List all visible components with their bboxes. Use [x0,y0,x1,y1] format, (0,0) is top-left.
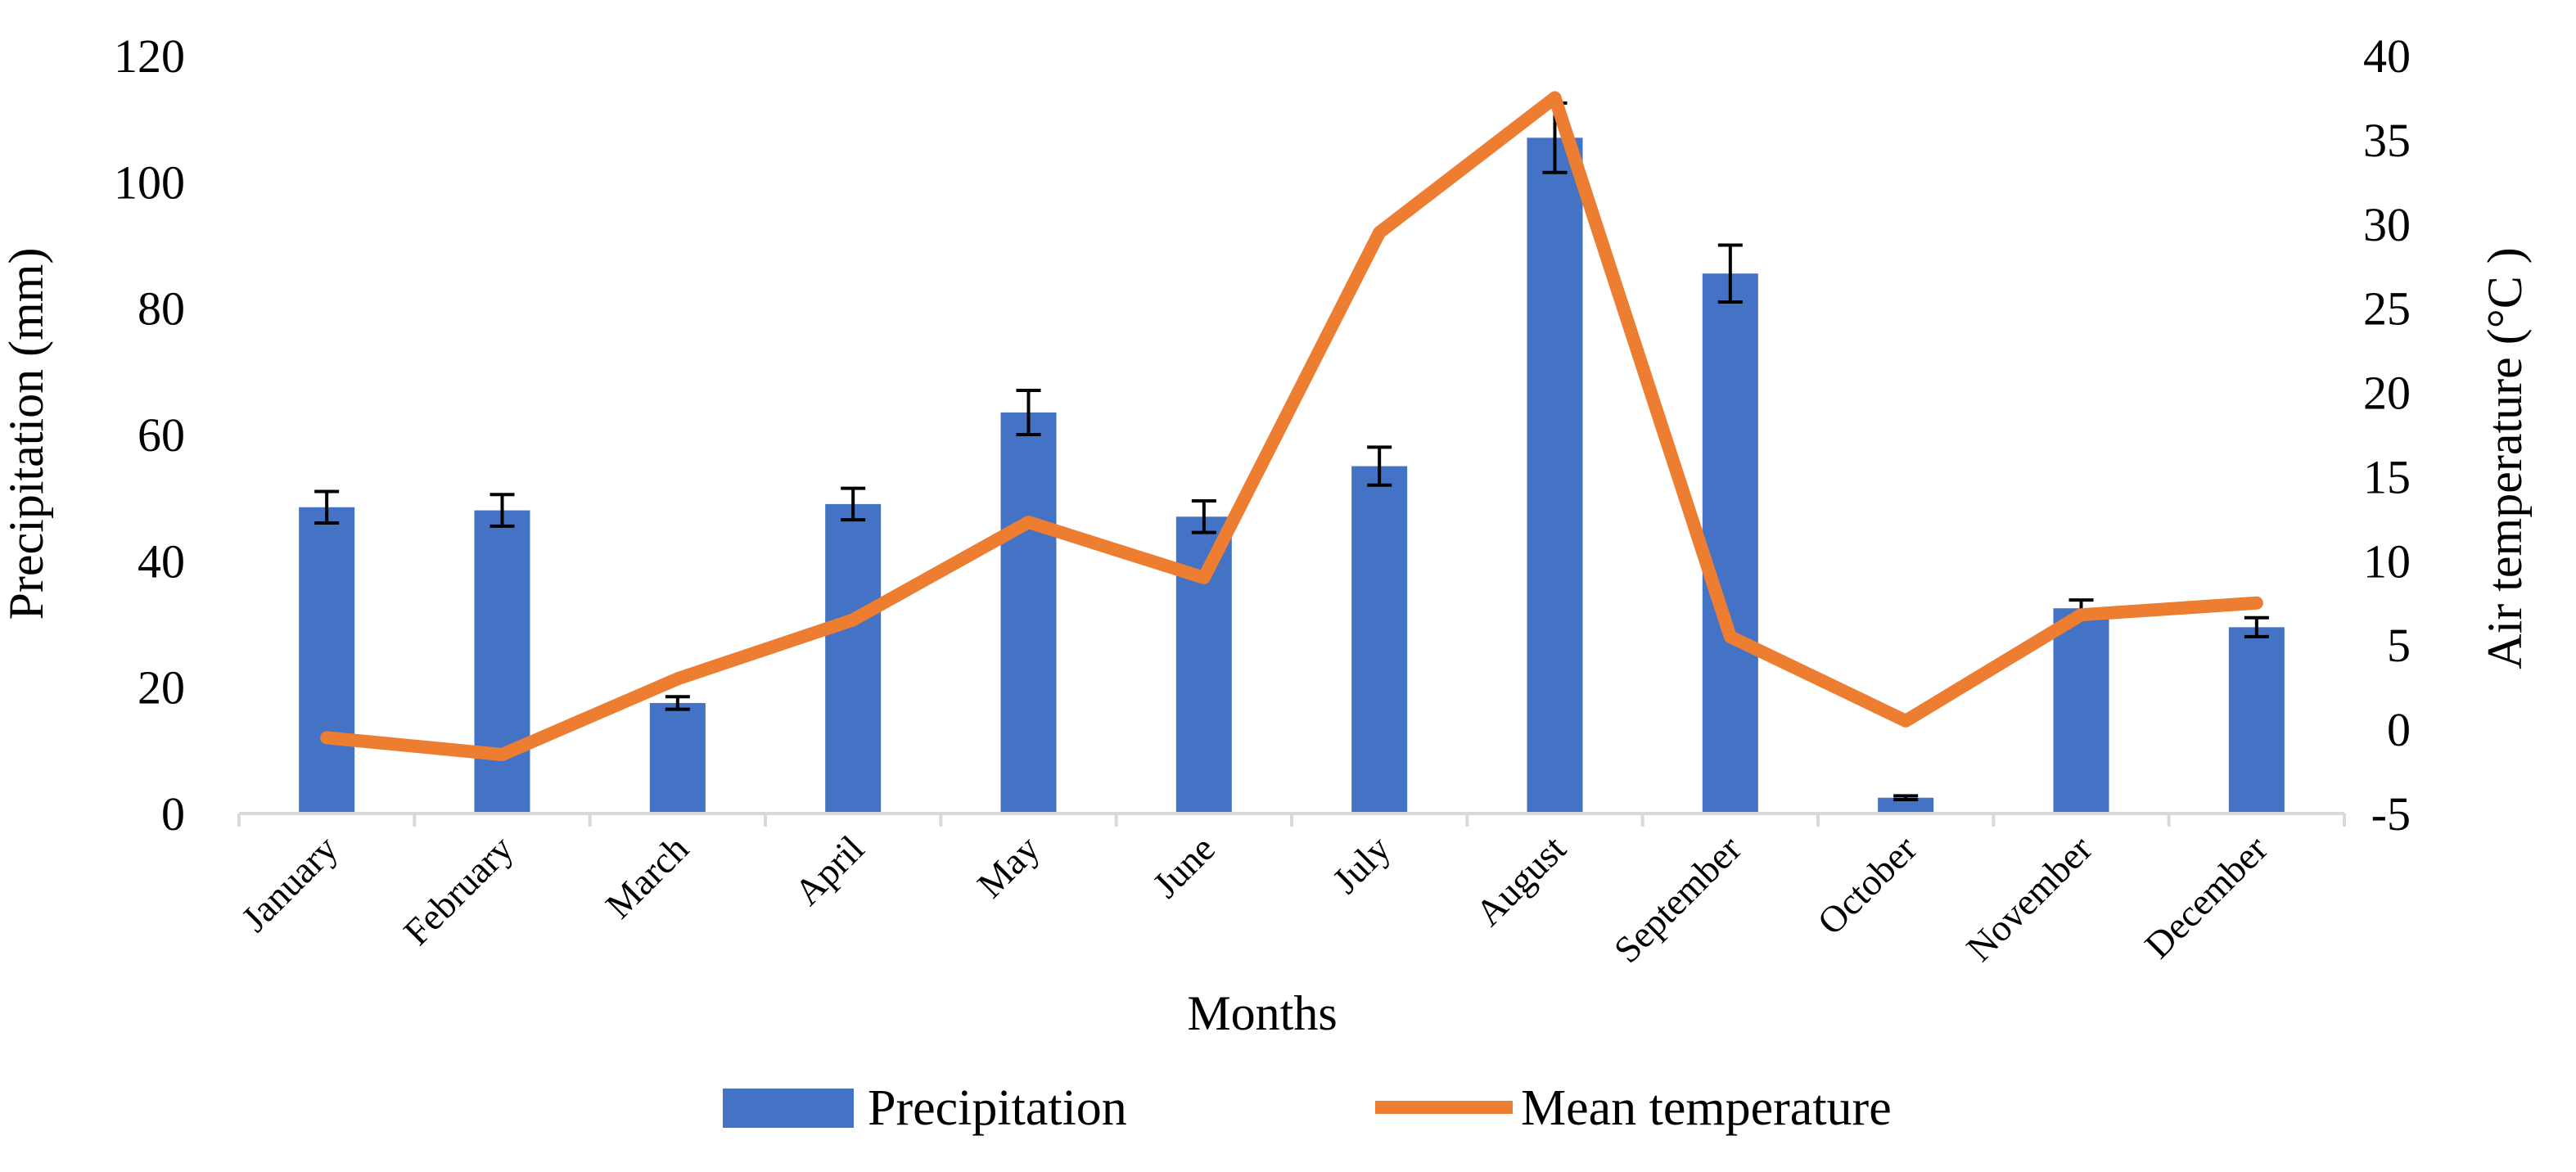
mean-temperature-point-may [1023,517,1034,528]
mean-temperature-point-january [322,732,332,743]
left-axis-tick-label: 0 [161,787,185,841]
precipitation-bar-may [1000,412,1057,814]
mean-temperature-point-february [497,749,508,760]
mean-temperature-line [320,91,2263,761]
error-bar-february [489,493,515,528]
legend-precipitation-swatch [723,1089,854,1128]
x-axis-ticks [237,814,2346,827]
x-axis-category-label-june: June [1144,827,1223,906]
precipitation-bar-october [1878,797,1934,814]
x-axis-category-labels: January February March April May June July Augu… [233,827,2276,971]
x-axis-category-label-may: May [969,827,1048,906]
right-axis-tick-label: -5 [2371,787,2411,841]
legend: Precipitation Mean temperature [723,1080,1892,1136]
mean-temperature-point-october [1901,715,1911,726]
error-bar-may [1016,388,1041,436]
mean-temperature-point-april [848,615,859,625]
mean-temperature-point-august [1550,92,1560,103]
precipitation-error-bars [314,101,2269,802]
error-bar-september [1717,243,1743,304]
right-axis-tick-label: 30 [2363,198,2411,251]
x-axis-category-label-july: July [1324,827,1398,901]
left-axis-tick-label: 120 [114,29,185,83]
precipitation-bar-november [2053,608,2109,814]
error-bar-october [1893,794,1919,802]
x-axis-category-label-february: February [395,827,521,953]
x-axis-category-label-march: March [598,827,697,926]
mean-temperature-point-march [672,674,683,684]
right-axis-tick-label: 20 [2363,367,2411,420]
error-bar-june [1191,499,1216,534]
left-axis-tick-label: 40 [138,534,185,588]
precipitation-bar-december [2228,627,2285,814]
x-axis-category-label-august: August [1468,827,1574,934]
legend-precipitation-label: Precipitation [868,1080,1127,1136]
error-bar-april [841,486,866,522]
right-axis-tick-label: 25 [2363,282,2411,336]
mean-temperature-point-november [2076,610,2087,620]
legend-mean-temperature-label: Mean temperature [1521,1080,1892,1136]
right-axis-tick-label: 10 [2363,534,2411,588]
precipitation-bar-january [299,507,355,814]
right-axis-tick-label: 15 [2363,450,2411,503]
right-axis-tick-label: 40 [2363,29,2411,83]
error-bar-january [314,489,340,525]
x-axis-category-label-december: December [2136,827,2276,967]
x-axis-title: Months [1187,986,1337,1040]
left-axis-tick-label: 60 [138,408,185,462]
mean-temperature-point-september [1725,631,1735,642]
error-bar-december [2244,615,2269,638]
left-axis-tick-label: 100 [114,156,185,209]
mean-temperature-polyline [320,91,2263,761]
left-axis-tick-label: 80 [138,282,185,336]
mean-temperature-point-july [1374,228,1385,238]
mean-temperature-point-june [1198,572,1209,583]
left-axis-tick-label: 20 [138,661,185,714]
precipitation-bar-june [1175,516,1232,814]
x-axis-category-label-november: November [1958,827,2100,969]
left-axis-tick-labels: 0 20 40 60 80 100 120 [114,29,185,841]
right-axis-tick-label: 35 [2363,114,2411,167]
x-axis-category-label-april: April [787,827,873,913]
left-axis-title: Precipitation (mm) [0,248,53,620]
precipitation-bar-april [825,503,882,814]
x-axis-category-label-september: September [1606,827,1749,971]
error-bar-july [1367,445,1392,487]
precipitation-bar-september [1702,273,1758,814]
precipitation-bars [299,137,2285,814]
error-bar-march [665,695,690,711]
precipitation-bar-february [474,510,530,814]
mean-temperature-point-december [2251,597,2262,608]
right-axis-tick-labels: -5 0 5 10 15 20 25 30 35 40 [2363,29,2411,841]
precipitation-bar-march [649,702,706,814]
precipitation-bar-august [1527,137,1583,814]
x-axis-category-label-october: October [1809,827,1924,943]
x-axis-category-label-january: January [233,827,345,940]
right-axis-tick-label: 5 [2387,619,2411,672]
right-axis-title: Air temperature (°C ) [2478,247,2532,669]
right-axis-tick-label: 0 [2387,703,2411,756]
precipitation-bar-july [1351,466,1408,814]
